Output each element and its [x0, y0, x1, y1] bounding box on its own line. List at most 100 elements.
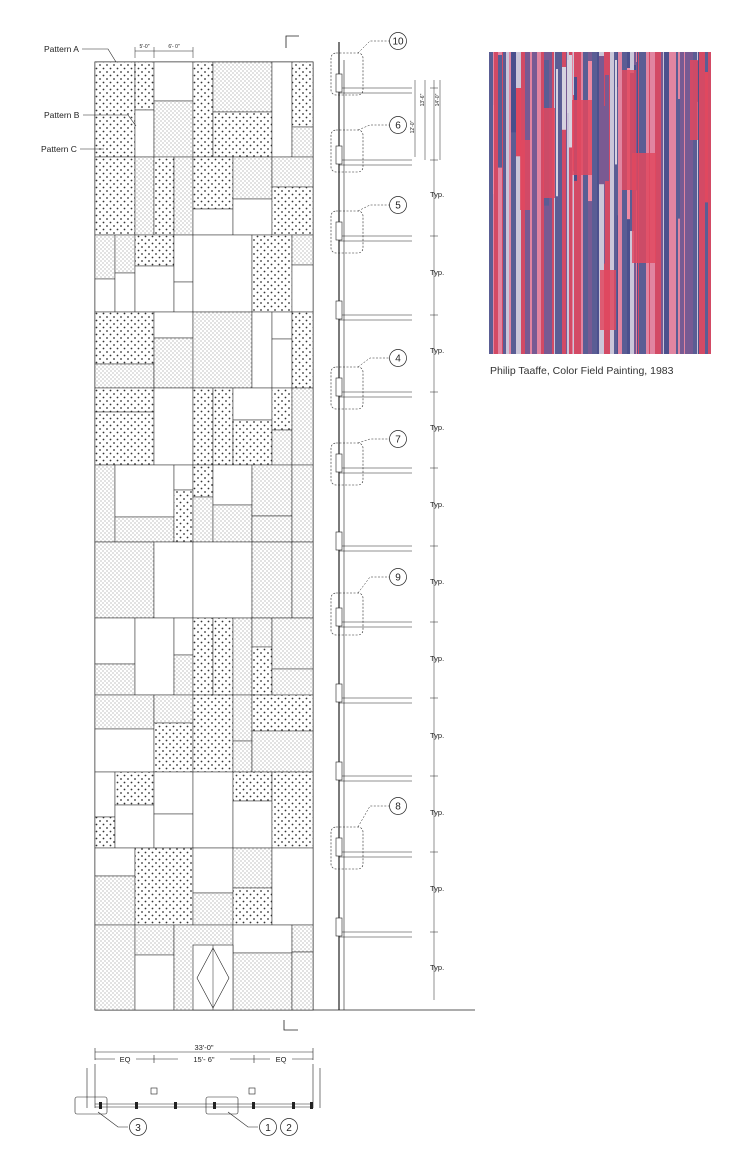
pattern-labels: Pattern A Pattern B Pattern C	[41, 44, 80, 154]
facade-panel	[94, 311, 155, 365]
painting-stripe	[577, 52, 581, 354]
detail-callout-number: 10	[392, 37, 404, 48]
typ-label: Typ.	[430, 963, 444, 972]
painting-stripe-segment	[562, 67, 566, 130]
painting-stripe	[689, 52, 693, 354]
facade-panel	[192, 771, 234, 849]
facade-panel	[291, 311, 314, 389]
facade-panel	[94, 771, 116, 818]
painting-stripe-segment	[615, 60, 617, 165]
section-bracket	[335, 837, 343, 857]
detail-callout-box	[330, 826, 364, 870]
facade-panel	[212, 464, 253, 506]
facade-panel	[212, 504, 253, 543]
painting-stripe	[657, 52, 661, 354]
facade-panel	[291, 126, 314, 158]
facade-panel	[232, 617, 253, 696]
facade-panel	[173, 156, 194, 236]
detail-callout-leader	[357, 576, 390, 594]
facade-panel	[251, 730, 314, 773]
color-field-painting-image	[489, 52, 711, 354]
facade-panel	[153, 541, 194, 619]
facade-panel	[232, 952, 293, 1011]
pattern-b-label: Pattern B	[44, 110, 80, 120]
painting-stripe-segment	[569, 55, 572, 148]
facade-panel	[153, 771, 194, 815]
facade-panel	[94, 464, 116, 543]
detail-callout-box	[330, 210, 364, 254]
detail-callout-box	[330, 366, 364, 410]
facade-panel	[94, 387, 155, 413]
facade-panel	[153, 387, 194, 466]
painting-stripe	[537, 52, 541, 354]
facade-panel	[94, 541, 155, 619]
plan-overall-dim: 33'-0"	[194, 1043, 213, 1052]
painting-stripe	[618, 52, 622, 354]
facade-panel	[232, 847, 273, 889]
detail-callout-box	[330, 592, 364, 636]
detail-callout-circle	[389, 116, 407, 134]
painting-stripe-segment	[678, 99, 680, 219]
facade-panel	[94, 875, 136, 926]
painting-stripe	[676, 52, 678, 354]
painting-stripe-segment	[617, 87, 618, 216]
detail-callout-leader	[357, 204, 390, 212]
detail-callout-circle	[389, 349, 407, 367]
facade-panel	[251, 234, 293, 313]
painting-stripe	[572, 52, 573, 354]
painting-stripe	[502, 52, 503, 354]
facade-panel	[94, 234, 116, 280]
facade-panel	[232, 771, 273, 802]
facade-panel	[271, 311, 293, 340]
painting-stripe	[680, 52, 684, 354]
facade-panel	[94, 363, 155, 389]
painting-stripe	[554, 52, 555, 354]
painting-stripe	[588, 52, 592, 354]
painting-stripe-segment	[493, 105, 494, 195]
typ-label: Typ.	[430, 577, 444, 586]
painting-stripe-segment	[567, 60, 569, 114]
painting-stripe	[573, 52, 574, 354]
facade-panel	[134, 924, 175, 956]
painting-stripe	[705, 52, 708, 354]
painting-stripe	[504, 52, 506, 354]
section-bracket	[335, 300, 343, 320]
facade-panel	[192, 496, 214, 543]
painting-stripe	[503, 52, 504, 354]
section-bracket	[335, 531, 343, 551]
painting-stripe-segment	[605, 75, 609, 182]
top-dim-1: 5'-0"	[140, 44, 150, 50]
facade-panel	[114, 272, 136, 313]
facade-panel	[271, 668, 314, 696]
facade-panel	[134, 156, 155, 236]
wall-section: 10 6 5 4 7 9 8	[330, 32, 441, 1010]
painting-stripe	[530, 52, 532, 354]
painting-red-block	[572, 100, 592, 175]
facade-panel	[251, 464, 293, 517]
painting-stripe	[615, 52, 617, 354]
pattern-leaders	[80, 48, 137, 150]
painting-stripe-segment	[636, 62, 637, 191]
typ-label: Typ.	[430, 731, 444, 740]
facade-panel	[94, 411, 155, 466]
painting-red-block	[520, 140, 530, 210]
facade-panel	[94, 924, 136, 1011]
painting-stripe	[516, 52, 521, 354]
facade-panel	[192, 617, 214, 696]
plan-mullion	[174, 1102, 177, 1109]
facade-panel	[94, 617, 136, 665]
facade-panel	[271, 771, 314, 849]
typ-label: Typ.	[430, 268, 444, 277]
typ-label: Typ.	[430, 884, 444, 893]
detail-callout-box	[330, 442, 364, 486]
section-bracket	[335, 607, 343, 627]
painting-stripe	[555, 52, 556, 354]
facade-panel	[291, 234, 314, 266]
painting-stripe-segment	[498, 55, 502, 168]
painting-stripe	[562, 52, 566, 354]
detail-callout-leader	[357, 124, 390, 131]
facade-panel	[134, 109, 155, 158]
plan-center-dim: 15'- 6"	[193, 1055, 215, 1064]
facade-panel	[192, 387, 214, 466]
